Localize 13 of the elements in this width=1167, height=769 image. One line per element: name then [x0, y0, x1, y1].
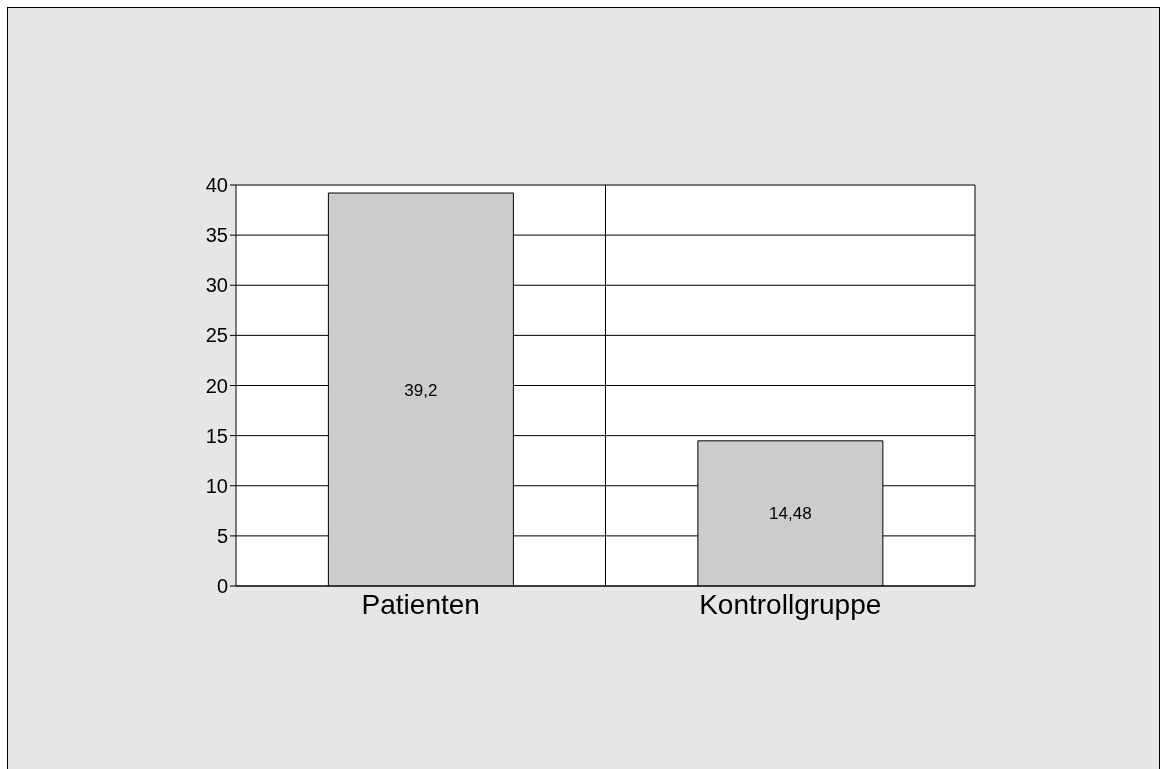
y-tick-label: 15: [205, 424, 228, 447]
y-tick-label: 10: [205, 474, 228, 497]
y-tick-label: 20: [205, 374, 228, 397]
data-label: 39,2: [404, 380, 438, 400]
x-tick-label: Kontrollgruppe: [699, 588, 882, 620]
y-tick-label: 0: [216, 575, 228, 598]
y-tick-label: 35: [205, 224, 228, 247]
y-tick-label: 30: [205, 274, 228, 297]
y-tick-label: 25: [205, 324, 228, 347]
x-tick-label: Patienten: [361, 588, 480, 620]
data-label: 14,48: [769, 504, 812, 524]
y-tick-label: 40: [205, 174, 228, 197]
y-tick-label: 5: [216, 524, 228, 547]
